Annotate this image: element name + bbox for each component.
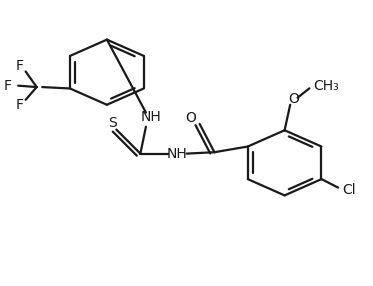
Text: NH: NH: [141, 110, 162, 124]
Text: F: F: [4, 79, 12, 93]
Text: O: O: [185, 111, 196, 125]
Text: F: F: [16, 59, 24, 73]
Text: CH₃: CH₃: [313, 79, 339, 93]
Text: F: F: [16, 98, 24, 112]
Text: Cl: Cl: [342, 183, 356, 197]
Text: S: S: [108, 116, 117, 130]
Text: O: O: [288, 92, 299, 106]
Text: NH: NH: [167, 147, 188, 161]
